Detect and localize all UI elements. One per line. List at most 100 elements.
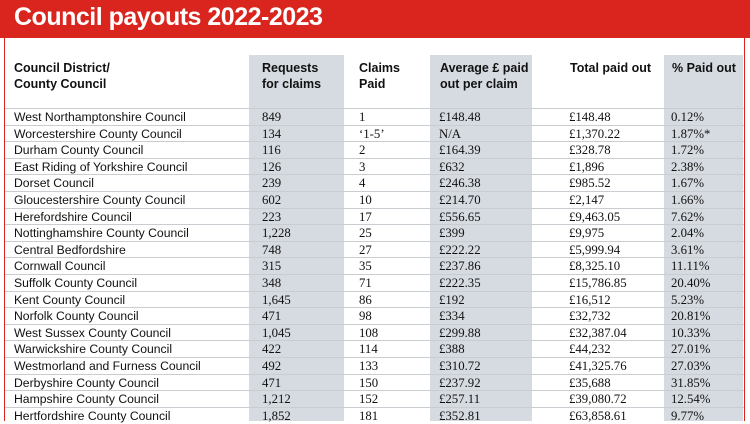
cell-total: £9,975 xyxy=(569,226,605,241)
cell-claims-paid: 152 xyxy=(359,392,379,407)
cell-total: £63,858.61 xyxy=(569,408,627,423)
table-row: Herefordshire Council 223 17 £556.65 £9,463.… xyxy=(5,207,744,225)
cell-requests: 1,645 xyxy=(262,292,291,307)
cell-requests: 748 xyxy=(262,242,282,257)
cell-percent: 27.03% xyxy=(671,358,711,373)
cell-average: £192 xyxy=(439,292,465,307)
cell-requests: 134 xyxy=(262,126,282,141)
cell-percent: 27.01% xyxy=(671,342,711,357)
cell-total: £32,387.04 xyxy=(569,325,627,340)
cell-claims-paid: 71 xyxy=(359,275,372,290)
table-row: Warwickshire County Council 422 114 £388 £44… xyxy=(5,340,744,357)
header-district: Council District/ County Council xyxy=(14,61,110,91)
cell-total: £15,786.85 xyxy=(569,275,627,290)
cell-claims-paid: 17 xyxy=(359,209,372,224)
cell-average: £310.72 xyxy=(439,358,481,373)
header-percent: % Paid out xyxy=(672,61,736,75)
cell-average: £237.92 xyxy=(439,375,481,390)
cell-requests: 471 xyxy=(262,375,282,390)
cell-average: £334 xyxy=(439,309,465,324)
cell-average: £222.35 xyxy=(439,275,481,290)
cell-total: £32,732 xyxy=(569,309,611,324)
table-row: West Northamptonshire Council 849 1 £148.48… xyxy=(5,108,744,125)
cell-requests: 239 xyxy=(262,176,282,191)
table-frame xyxy=(4,38,745,421)
cell-total: £8,325.10 xyxy=(569,259,621,274)
cell-claims-paid: 98 xyxy=(359,309,372,324)
table-row: East Riding of Yorkshire Council 126 3 £632… xyxy=(5,157,744,175)
cell-average: £352.81 xyxy=(439,408,481,423)
table-row: West Sussex County Council 1,045 108 £299.8… xyxy=(5,323,744,341)
cell-requests: 223 xyxy=(262,209,282,224)
cell-percent: 20.40% xyxy=(671,275,711,290)
cell-requests: 1,852 xyxy=(262,408,291,423)
cell-district: Central Bedfordshire xyxy=(14,242,126,257)
cell-claims-paid: ‘1-5’ xyxy=(359,126,385,141)
cell-requests: 471 xyxy=(262,309,282,324)
cell-total: £16,512 xyxy=(569,292,611,307)
table-row: Hertfordshire County Council 1,852 181 £352… xyxy=(5,406,744,424)
cell-district: Nottinghamshire County Council xyxy=(14,226,189,241)
cell-requests: 849 xyxy=(262,110,282,124)
table-row: Hampshire County Council 1,212 152 £257.11 £… xyxy=(5,390,744,407)
cell-average: £556.65 xyxy=(439,209,481,224)
cell-average: £388 xyxy=(439,342,465,357)
cell-district: Durham County Council xyxy=(14,143,144,158)
cell-district: East Riding of Yorkshire Council xyxy=(14,159,188,174)
cell-claims-paid: 27 xyxy=(359,242,372,257)
cell-requests: 1,045 xyxy=(262,325,291,340)
cell-claims-paid: 108 xyxy=(359,325,379,340)
column-shade-percent xyxy=(664,55,743,421)
cell-percent: 12.54% xyxy=(671,392,711,407)
cell-requests: 1,228 xyxy=(262,226,291,241)
cell-total: £148.48 xyxy=(569,110,611,124)
header-requests: Requests for claims xyxy=(262,61,322,91)
table-row: Nottinghamshire County Council 1,228 25 £39… xyxy=(5,224,744,241)
cell-total: £1,370.22 xyxy=(569,126,621,141)
cell-claims-paid: 4 xyxy=(359,176,366,191)
cell-percent: 2.04% xyxy=(671,226,705,241)
cell-claims-paid: 86 xyxy=(359,292,372,307)
cell-claims-paid: 35 xyxy=(359,259,372,274)
table-body: West Northamptonshire Council 849 1 £148.48… xyxy=(0,108,750,423)
cell-claims-paid: 3 xyxy=(359,159,366,174)
cell-district: Worcestershire County Council xyxy=(14,126,182,141)
cell-district: Hertfordshire County Council xyxy=(14,408,171,423)
cell-total: £1,896 xyxy=(569,159,605,174)
cell-requests: 116 xyxy=(262,143,281,158)
cell-claims-paid: 1 xyxy=(359,110,366,124)
cell-requests: 315 xyxy=(262,259,282,274)
cell-total: £328.78 xyxy=(569,143,611,158)
cell-total: £985.52 xyxy=(569,176,611,191)
table-row: Suffolk County Council 348 71 £222.35 £15,78… xyxy=(5,273,744,291)
cell-district: Derbyshire County Council xyxy=(14,375,159,390)
cell-percent: 7.62% xyxy=(671,209,705,224)
cell-total: £2,147 xyxy=(569,192,605,207)
cell-district: Herefordshire Council xyxy=(14,209,132,224)
cell-average: £237.86 xyxy=(439,259,481,274)
cell-percent: 1.66% xyxy=(671,192,705,207)
column-shade-requests xyxy=(249,55,344,421)
table-row: Westmorland and Furness Council 492 133 £31… xyxy=(5,356,744,374)
cell-claims-paid: 25 xyxy=(359,226,372,241)
header-average: Average £ paid out per claim xyxy=(440,61,529,91)
cell-percent: 1.67% xyxy=(671,176,705,191)
cell-requests: 422 xyxy=(262,342,282,357)
table-row: Worcestershire County Council 134 ‘1-5’ N/A… xyxy=(5,124,744,142)
cell-percent: 2.38% xyxy=(671,159,705,174)
cell-average: £299.88 xyxy=(439,325,481,340)
cell-percent: 10.33% xyxy=(671,325,711,340)
cell-claims-paid: 10 xyxy=(359,192,372,207)
cell-claims-paid: 114 xyxy=(359,342,378,357)
cell-district: Dorset Council xyxy=(14,176,94,191)
table-row: Cornwall Council 315 35 £237.86 £8,325.10 11.… xyxy=(5,257,744,274)
page-title: Council payouts 2022-2023 xyxy=(14,3,323,31)
cell-average: £632 xyxy=(439,159,465,174)
cell-average: £257.11 xyxy=(439,392,481,407)
cell-requests: 492 xyxy=(262,358,282,373)
cell-district: Norfolk County Council xyxy=(14,309,139,324)
header-total: Total paid out xyxy=(570,61,652,75)
cell-district: Suffolk County Council xyxy=(14,275,138,290)
cell-average: £222.22 xyxy=(439,242,481,257)
cell-average: £148.48 xyxy=(439,110,481,124)
